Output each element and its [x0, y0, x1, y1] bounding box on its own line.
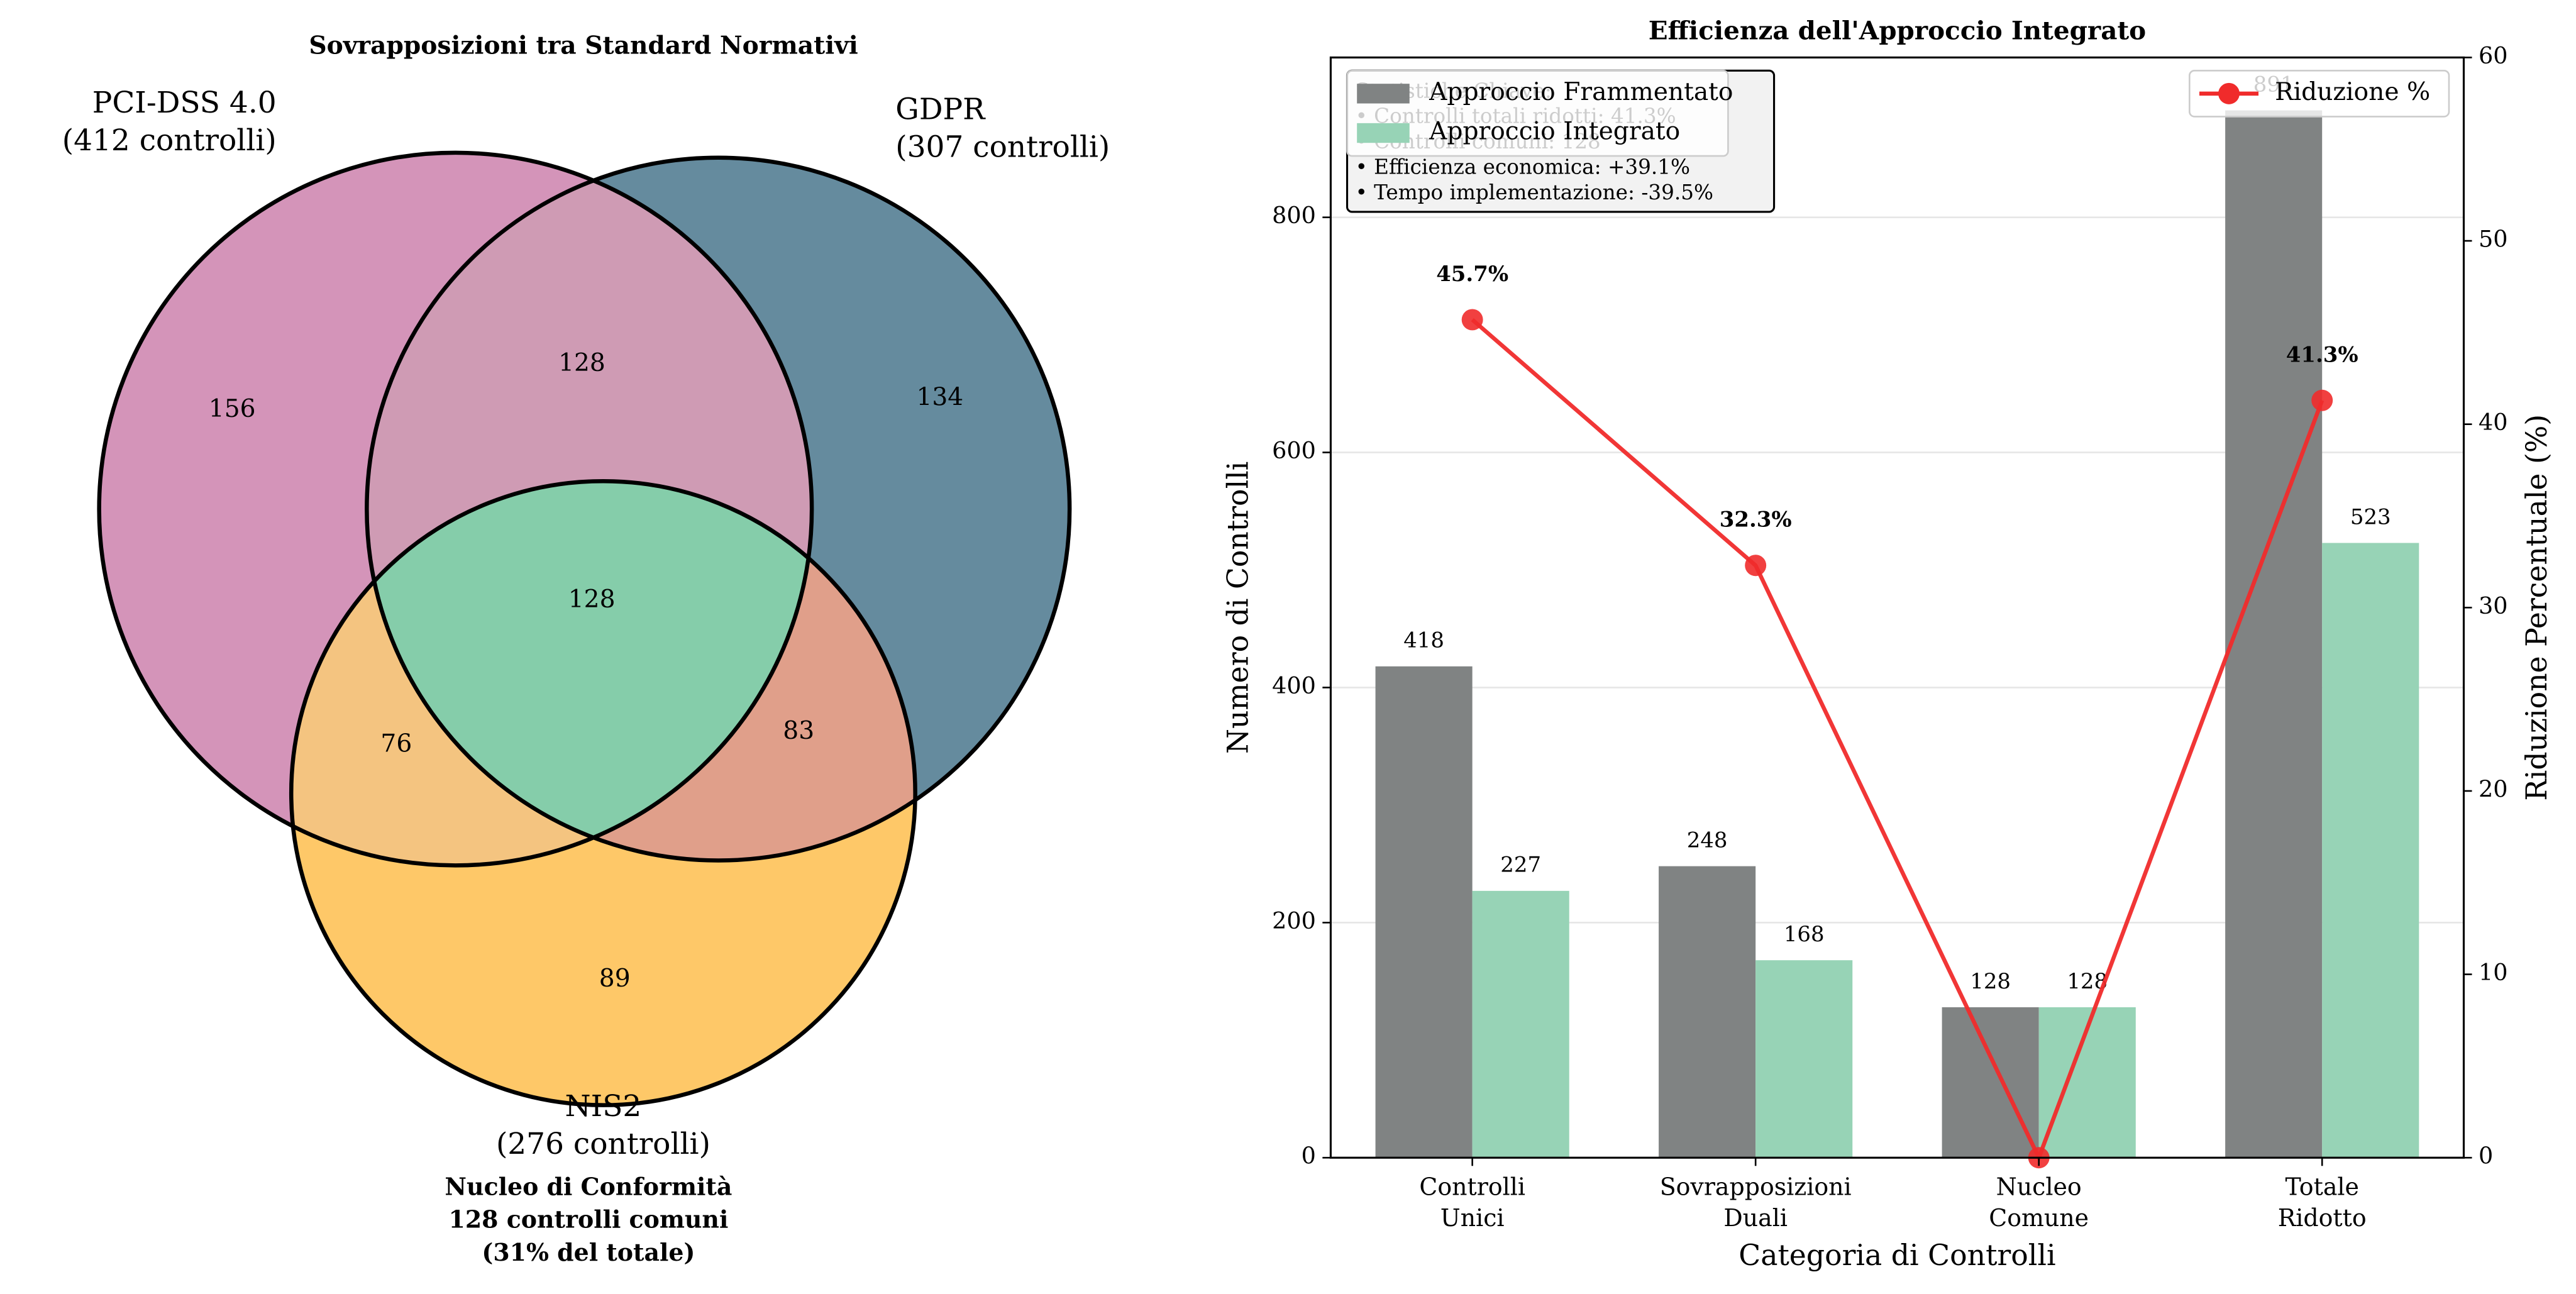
value-label: 45.7% [1436, 262, 1508, 287]
value-label: 418 [1403, 628, 1444, 653]
y-tick-label: 0 [1302, 1142, 1316, 1170]
line-marker [1461, 309, 1483, 331]
region-label: 128 [558, 349, 605, 377]
legend-swatch [1357, 84, 1410, 104]
y-axis-label: Numero di Controlli [1221, 462, 1254, 754]
y2-tick-label: 20 [2479, 775, 2508, 802]
region-label: 76 [380, 730, 412, 758]
bar-chart: Efficienza dell'Approccio Integrato02004… [1221, 16, 2553, 1272]
stats-line: • Efficienza economica: +39.1% [1356, 155, 1690, 179]
legend-label: Approccio Frammentato [1429, 78, 1733, 106]
value-label: 248 [1687, 827, 1728, 853]
legend-box [2189, 69, 2450, 118]
plot-frame [1329, 56, 2465, 1159]
x-tick-label: Comune [1989, 1204, 2089, 1232]
set-label: NIS2 [565, 1089, 642, 1124]
venn-clip [367, 481, 812, 861]
venn-region [367, 481, 812, 861]
y2-tick-label: 50 [2479, 226, 2508, 253]
bar [2225, 110, 2323, 1158]
set-label: (276 controlli) [496, 1127, 710, 1161]
region-label: 128 [568, 585, 616, 614]
y2-tick-label: 10 [2479, 959, 2508, 986]
y-tick-label: 800 [1272, 202, 1316, 229]
x-tick-label: Totale [2285, 1173, 2358, 1200]
bar [2322, 543, 2419, 1158]
venn-outline [365, 155, 1072, 863]
x-tick-label: Controlli [1419, 1173, 1525, 1200]
x-tick-label: Nucleo [1996, 1173, 2082, 1200]
line [1471, 318, 2324, 1163]
stats-line: • Tempo implementazione: -39.5% [1356, 180, 1713, 204]
value-label: 41.3% [2286, 342, 2358, 367]
y2-tick-label: 30 [2479, 592, 2508, 619]
y2-tick-label: 60 [2479, 42, 2508, 69]
legend-label: Approccio Integrato [1429, 118, 1680, 146]
y-tick-label: 200 [1272, 907, 1316, 934]
bar [1472, 890, 1569, 1158]
venn-clip [367, 481, 812, 861]
x-axis-label: Categoria di Controlli [1739, 1239, 2055, 1272]
region-label: 89 [599, 965, 631, 993]
value-label: 227 [1500, 853, 1541, 878]
bar [1942, 1007, 2039, 1158]
line-marker [1745, 555, 1767, 577]
bar [1375, 666, 1473, 1158]
annotation: 128 controlli comuni [448, 1205, 728, 1234]
region-label: 134 [916, 384, 963, 412]
venn-outline [289, 478, 917, 1107]
x-tick-label: Duali [1723, 1204, 1788, 1232]
x-tick-label: Sovrapposizioni [1660, 1173, 1852, 1200]
bar [1659, 866, 1756, 1158]
region-label: 83 [783, 717, 814, 745]
set-label: (412 controlli) [62, 123, 277, 158]
y-tick-label: 600 [1272, 437, 1316, 464]
venn-diagram: Sovrapposizioni tra Standard Normativi 15… [62, 31, 1110, 1266]
bar [1755, 960, 1853, 1158]
set-label: GDPR [895, 92, 986, 127]
venn-outline [97, 150, 814, 868]
set-label: PCI-DSS 4.0 [92, 86, 277, 120]
x-tick-label: Unici [1440, 1204, 1505, 1232]
y-tick-label: 400 [1272, 672, 1316, 699]
y2-tick-label: 40 [2479, 409, 2508, 436]
line-marker [2311, 389, 2333, 411]
value-label: 128 [1970, 969, 2011, 994]
annotation: (31% del totale) [482, 1238, 695, 1266]
value-label: 523 [2350, 504, 2391, 529]
set-label: (307 controlli) [895, 130, 1110, 165]
legend-box [1346, 69, 1729, 157]
chart-title: Efficienza dell'Approccio Integrato [1649, 16, 2146, 46]
legend-swatch [1357, 123, 1410, 143]
y2-tick-label: 0 [2479, 1142, 2493, 1170]
value-label: 168 [1784, 922, 1825, 947]
y2-axis-label: Riduzione Percentuale (%) [2520, 414, 2553, 801]
region-label: 156 [209, 395, 256, 423]
legend-marker [2218, 82, 2240, 104]
annotation: Nucleo di Conformità [445, 1172, 732, 1200]
x-tick-label: Ridotto [2278, 1204, 2367, 1232]
chart-title: Sovrapposizioni tra Standard Normativi [309, 31, 858, 60]
legend-label: Riduzione % [2275, 78, 2430, 106]
value-label: 32.3% [1720, 507, 1792, 533]
